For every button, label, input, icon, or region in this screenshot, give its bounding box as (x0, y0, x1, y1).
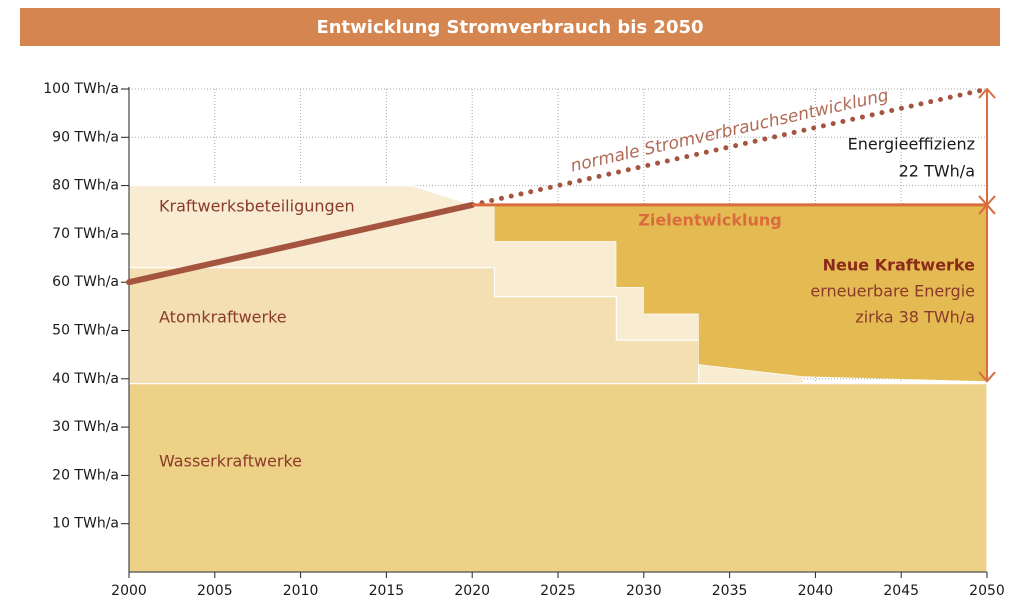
x-tick-label: 2010 (283, 583, 319, 599)
y-tick-label: 70 TWh/a (52, 226, 119, 242)
x-tick-label: 2030 (626, 583, 662, 599)
x-tick-label: 2050 (969, 583, 1005, 599)
y-tick-label: 90 TWh/a (52, 129, 119, 145)
area-label: Kraftwerksbeteiligungen (159, 197, 355, 216)
y-tick-label: 10 TWh/a (52, 516, 119, 532)
annotation: Neue Kraftwerke (823, 256, 975, 275)
x-tick-label: 2045 (883, 583, 919, 599)
arrow-head (978, 87, 996, 99)
x-tick-label: 2020 (454, 583, 490, 599)
x-tick-label: 2005 (197, 583, 233, 599)
x-tick-label: 2000 (111, 583, 147, 599)
line-label: normale Stromverbrauchsentwicklung (569, 85, 891, 176)
x-tick-label: 2040 (798, 583, 834, 599)
annotation: Energieeffizienz (848, 135, 975, 154)
line (126, 201, 476, 286)
area (128, 383, 988, 573)
line (469, 86, 990, 208)
x-tick-label: 2035 (712, 583, 748, 599)
area-label: Atomkraftwerke (159, 308, 287, 327)
arrow-head (978, 371, 996, 383)
y-tick-label: 100 TWh/a (43, 81, 119, 97)
x-tick-label: 2015 (369, 583, 405, 599)
area-label: Wasserkraftwerke (159, 452, 302, 471)
x-tick-label: 2025 (540, 583, 576, 599)
y-tick-label: 60 TWh/a (52, 274, 119, 290)
areas (128, 185, 988, 573)
title-bar (20, 8, 1000, 46)
annotation: zirka 38 TWh/a (855, 308, 975, 327)
y-tick-label: 30 TWh/a (52, 419, 119, 435)
line-label: Zielentwicklung (638, 210, 781, 229)
new-plants-area (494, 204, 987, 382)
y-tick-label: 20 TWh/a (52, 467, 119, 483)
y-tick-label: 80 TWh/a (52, 178, 119, 194)
y-tick-label: 50 TWh/a (52, 323, 119, 339)
y-tick-label: 40 TWh/a (52, 371, 119, 387)
annotation: 22 TWh/a (899, 162, 975, 181)
arrow-head (978, 203, 996, 215)
chart-title: Entwicklung Stromverbrauch bis 2050 (316, 17, 703, 38)
annotation: erneuerbare Energie (810, 282, 975, 301)
